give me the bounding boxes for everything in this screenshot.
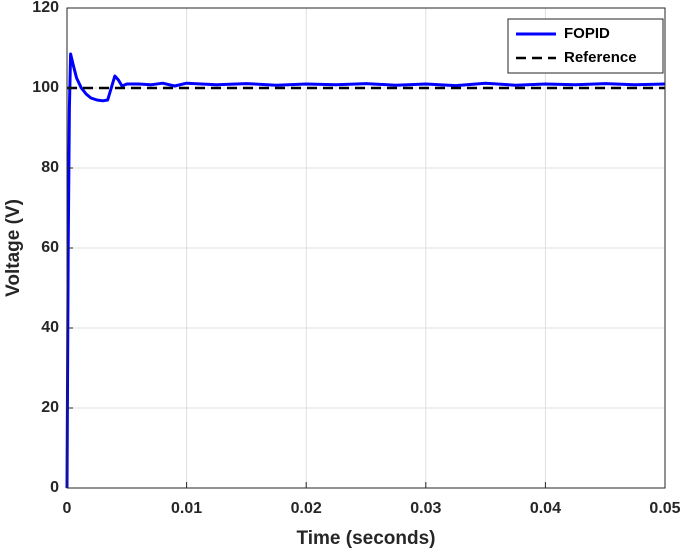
y-tick-label: 80 xyxy=(41,159,59,176)
x-tick-label: 0.03 xyxy=(410,500,441,517)
grid xyxy=(66,7,666,489)
y-tick-label: 120 xyxy=(32,0,59,16)
series-line xyxy=(65,52,666,489)
y-tick-label: 20 xyxy=(41,399,59,416)
y-axis-label: Voltage (V) xyxy=(3,199,24,297)
legend-label: FOPID xyxy=(564,25,610,42)
x-tick-label: 0.01 xyxy=(171,500,202,517)
legend-label: Reference xyxy=(564,49,637,66)
x-tick-label: 0.04 xyxy=(530,500,561,517)
x-tick-label: 0.02 xyxy=(291,500,322,517)
x-axis-label: Time (seconds) xyxy=(296,528,435,549)
legend-box xyxy=(507,18,664,74)
x-tick-label: 0 xyxy=(63,500,72,517)
y-tick-label: 100 xyxy=(32,79,59,96)
y-tick-label: 0 xyxy=(50,479,59,496)
y-tick-label: 60 xyxy=(41,239,59,256)
legend: FOPID Reference xyxy=(507,18,664,74)
lines xyxy=(65,52,666,489)
ticks: 0 0.01 0.02 0.03 0.04 0.05 0 20 40 60 80 100 120 xyxy=(32,0,680,517)
y-tick-label: 40 xyxy=(41,319,59,336)
x-tick-label: 0.05 xyxy=(649,500,680,517)
